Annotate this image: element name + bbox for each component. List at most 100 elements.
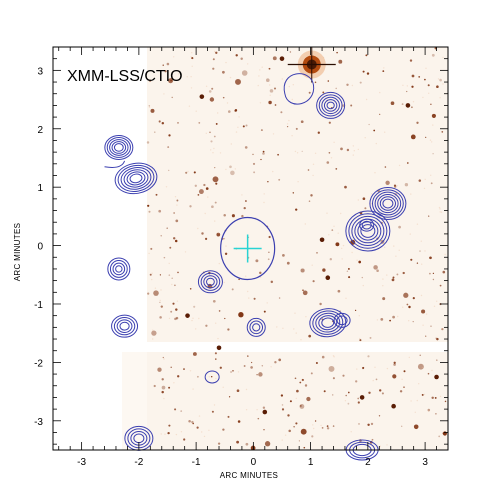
optical-background-noise [266,302,268,304]
optical-background-noise [192,317,194,319]
optical-background-noise [164,433,166,435]
optical-background-noise [230,143,232,145]
optical-source [350,104,353,107]
optical-background-noise [386,274,388,276]
xray-contour-source-12 [369,187,407,221]
optical-background-noise [168,262,170,265]
xray-contour-source-5 [200,272,221,291]
optical-background-noise [423,393,426,396]
optical-source [381,392,384,395]
panel-title: XMM-LSS/CTIO [67,68,183,85]
optical-source [174,408,177,411]
optical-source [228,396,231,398]
xray-contour-source-4 [119,321,130,331]
optical-source [301,378,304,382]
y-tick-label: 3 [37,66,43,77]
optical-source [250,366,253,369]
optical-background-noise [238,116,240,118]
optical-source [231,288,234,291]
optical-source [193,171,196,174]
optical-source [238,278,240,281]
optical-source [408,305,411,309]
optical-source-bright [319,237,325,243]
optical-background-noise [210,149,212,151]
optical-background-noise [241,194,243,196]
optical-source [209,131,211,134]
optical-source [300,268,305,273]
optical-source [303,446,306,449]
optical-source [243,364,246,368]
xray-contour-source-1 [104,134,134,160]
optical-background-noise [261,66,263,68]
optical-source [421,393,424,396]
optical-source [212,299,216,303]
xray-contour-source-13 [357,221,379,241]
optical-source [172,302,175,305]
optical-source [392,276,395,279]
xray-contour-source-10 [336,315,348,326]
optical-source [244,146,248,149]
optical-source [240,57,243,60]
optical-source [235,54,238,57]
optical-source [402,271,405,275]
optical-background-noise [421,263,423,265]
optical-background-noise [429,139,432,141]
optical-background-noise [154,287,157,289]
y-tick-label: 1 [37,183,43,194]
optical-background-noise [342,244,345,247]
optical-background-noise [272,133,275,135]
optical-source [230,370,233,374]
optical-background-noise [352,154,354,156]
optical-background-noise [197,227,199,230]
optical-source [391,278,395,282]
optical-source [245,124,248,127]
optical-source [222,96,225,99]
optical-source [335,242,340,247]
optical-source [219,366,222,369]
optical-background-noise [191,52,193,54]
optical-background-noise [406,85,408,87]
optical-background-noise [420,240,422,242]
optical-background-noise [362,284,364,287]
optical-source [392,315,395,319]
optical-background-noise [204,212,206,215]
optical-background-noise [163,397,165,400]
optical-source [299,404,302,407]
optical-background-noise [205,85,208,88]
optical-background-noise [374,172,376,174]
optical-source [238,312,244,318]
optical-source [168,134,171,137]
optical-source [331,394,334,396]
optical-background-noise [281,78,283,80]
optical-source [430,182,433,185]
optical-background-noise [395,255,397,257]
optical-background-noise [180,431,183,433]
optical-source [161,390,164,394]
optical-source [235,78,241,85]
optical-source [373,265,378,270]
optical-source [295,127,298,130]
optical-background-noise [313,427,315,430]
xray-contour-star [283,73,314,105]
xray-contour-source-9 [315,312,341,333]
optical-source [418,76,421,78]
optical-source [160,305,163,308]
optical-source [329,258,332,261]
xray-contour-source-1 [113,143,124,152]
optical-source [153,290,159,296]
optical-source [359,339,362,342]
optical-background-noise [375,142,377,145]
xray-contour-bridge [104,160,126,168]
optical-source [411,106,413,109]
optical-source [257,417,260,420]
optical-source [347,402,350,405]
optical-background-noise [314,152,317,154]
optical-background-noise [152,329,154,331]
optical-source [442,270,446,274]
optical-background-noise [163,93,165,95]
optical-source-bright [262,409,268,415]
xray-contour-source-14 [359,218,375,232]
optical-source [159,274,162,276]
optical-source [436,85,439,88]
optical-background-noise [191,65,193,68]
